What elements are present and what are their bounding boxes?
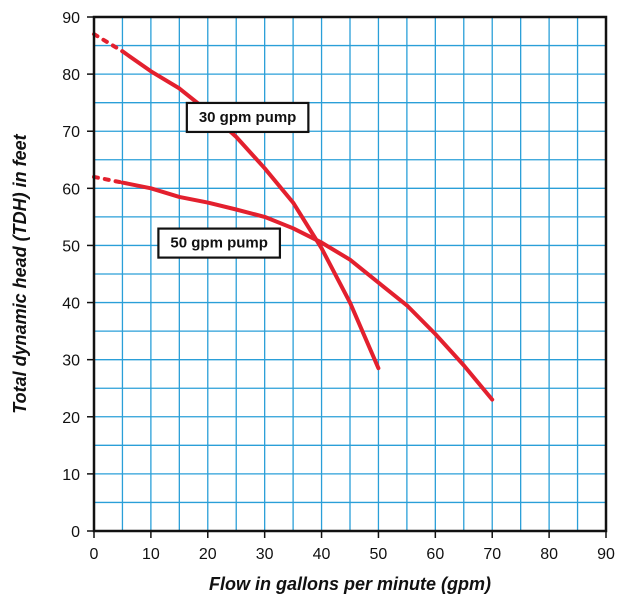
y-tick-label: 40 — [62, 296, 80, 313]
y-tick-label: 60 — [62, 181, 80, 198]
x-tick-label: 60 — [426, 546, 444, 563]
callout-box — [185, 101, 310, 134]
callout-50-gpm-pump: 50 gpm pump — [157, 227, 282, 259]
x-tick-label: 90 — [597, 546, 615, 563]
callout-box — [157, 227, 282, 259]
series-30-gpm-pump-extrapolation — [92, 32, 125, 54]
y-tick-label: 10 — [62, 467, 80, 484]
x-tick-label: 80 — [540, 546, 558, 563]
y-tick-label: 90 — [62, 10, 80, 27]
callout-label: 30 gpm pump — [199, 109, 297, 126]
series-layer — [92, 32, 495, 402]
series-30-gpm-pump-line — [120, 49, 381, 371]
y-tick-label: 20 — [62, 410, 80, 427]
x-axis-label: Flow in gallons per minute (gpm) — [209, 574, 491, 594]
y-tick-label: 80 — [62, 67, 80, 84]
grid — [94, 17, 606, 531]
callout-label: 50 gpm pump — [170, 235, 268, 252]
x-tick-label: 70 — [483, 546, 501, 563]
y-tick-label: 0 — [71, 524, 80, 541]
x-tick-label: 50 — [370, 546, 388, 563]
tick-labels: 0 10 20 30 40 50 60 70 80 90 0 10 20 30 40 50 60 70 80 90 — [62, 10, 615, 563]
x-tick-label: 30 — [256, 546, 274, 563]
callout-30-gpm-pump: 30 gpm pump — [185, 101, 310, 134]
callouts: 30 gpm pump 50 gpm pump — [157, 101, 310, 259]
y-tick-label: 50 — [62, 238, 80, 255]
series-50-gpm-pump-line — [120, 180, 495, 402]
x-tick-label: 0 — [90, 546, 99, 563]
y-axis-label: Total dynamic head (TDH) in feet — [10, 133, 30, 413]
series-50-gpm-pump-extrapolation — [92, 174, 125, 185]
x-tick-label: 20 — [199, 546, 217, 563]
x-tick-label: 40 — [313, 546, 331, 563]
plot-border — [92, 15, 608, 533]
y-tick-label: 30 — [62, 353, 80, 370]
x-tick-label: 10 — [142, 546, 160, 563]
y-tick-label: 70 — [62, 124, 80, 141]
